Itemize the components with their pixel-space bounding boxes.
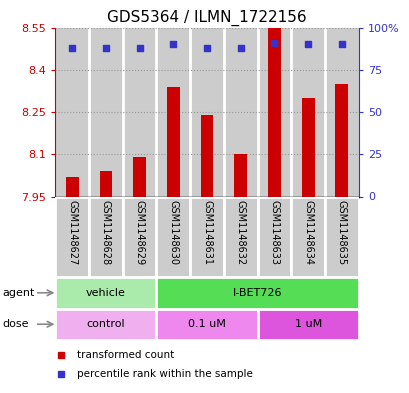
Bar xyxy=(291,196,324,277)
Bar xyxy=(55,196,89,277)
Point xyxy=(136,45,143,51)
Point xyxy=(338,41,344,48)
Bar xyxy=(55,28,89,196)
Bar xyxy=(335,84,348,196)
Bar xyxy=(257,309,358,340)
Bar xyxy=(156,28,190,196)
Bar xyxy=(257,196,291,277)
Bar xyxy=(324,196,358,277)
Bar xyxy=(166,87,179,196)
Text: 0.1 uM: 0.1 uM xyxy=(188,319,225,329)
Point xyxy=(304,41,311,48)
Bar xyxy=(55,277,156,309)
Bar xyxy=(223,196,257,277)
Text: control: control xyxy=(86,319,125,329)
Text: GSM1148633: GSM1148633 xyxy=(269,200,279,265)
Bar xyxy=(89,196,122,277)
Bar xyxy=(324,28,358,196)
Text: agent: agent xyxy=(2,288,34,298)
Bar xyxy=(257,28,291,196)
Text: GSM1148634: GSM1148634 xyxy=(302,200,312,265)
Point xyxy=(102,45,109,51)
Text: 1 uM: 1 uM xyxy=(294,319,321,329)
Bar xyxy=(65,177,79,196)
Text: percentile rank within the sample: percentile rank within the sample xyxy=(76,369,252,378)
Text: GSM1148627: GSM1148627 xyxy=(67,200,77,265)
Text: dose: dose xyxy=(2,319,29,329)
Bar xyxy=(156,277,358,309)
Bar xyxy=(267,28,280,196)
Bar xyxy=(156,196,190,277)
Text: GSM1148630: GSM1148630 xyxy=(168,200,178,265)
Point xyxy=(170,41,176,48)
Bar xyxy=(133,157,146,196)
Bar xyxy=(89,28,122,196)
Bar xyxy=(190,196,223,277)
Bar xyxy=(291,28,324,196)
Bar xyxy=(55,309,156,340)
Bar xyxy=(223,28,257,196)
Text: GSM1148629: GSM1148629 xyxy=(134,200,144,265)
Text: vehicle: vehicle xyxy=(86,288,126,298)
Bar xyxy=(156,309,257,340)
Text: I-BET726: I-BET726 xyxy=(232,288,282,298)
Point xyxy=(203,45,210,51)
Text: GSM1148631: GSM1148631 xyxy=(202,200,211,265)
Text: transformed count: transformed count xyxy=(76,351,173,360)
Bar xyxy=(301,98,314,196)
Bar xyxy=(99,171,112,196)
Title: GDS5364 / ILMN_1722156: GDS5364 / ILMN_1722156 xyxy=(107,10,306,26)
Point xyxy=(69,45,75,51)
Point xyxy=(270,40,277,46)
Bar xyxy=(122,196,156,277)
Text: GSM1148635: GSM1148635 xyxy=(336,200,346,265)
Text: GSM1148628: GSM1148628 xyxy=(101,200,111,265)
Text: GSM1148632: GSM1148632 xyxy=(235,200,245,265)
Bar xyxy=(234,154,247,196)
Bar xyxy=(122,28,156,196)
Bar xyxy=(190,28,223,196)
Bar xyxy=(200,115,213,196)
Point xyxy=(237,45,243,51)
